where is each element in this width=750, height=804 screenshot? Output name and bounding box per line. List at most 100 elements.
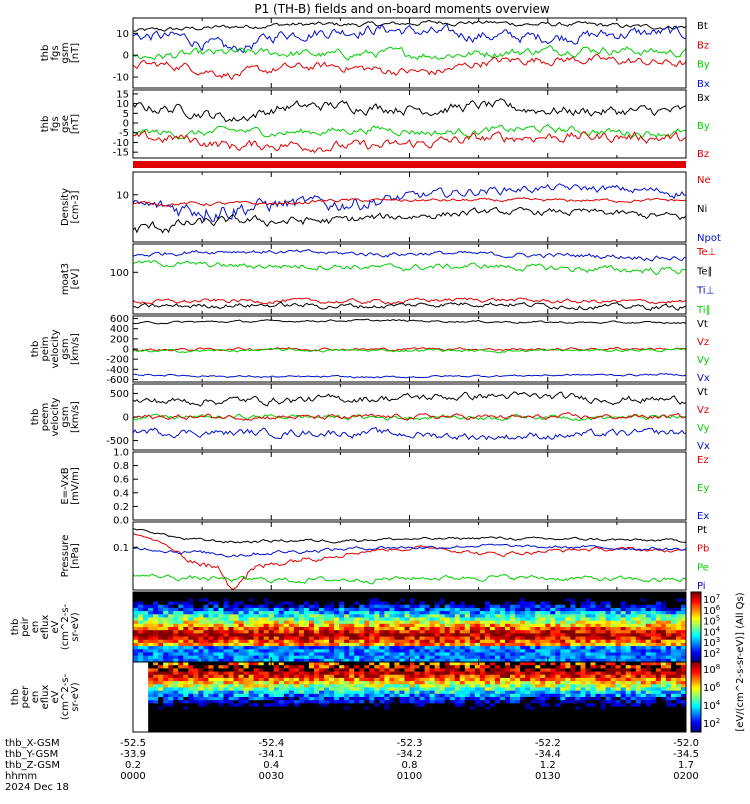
spectrogram-cell <box>379 656 384 660</box>
spectrogram-cell <box>570 621 575 625</box>
spectrogram-cell <box>490 595 495 599</box>
spectrogram-cell <box>364 703 369 707</box>
spectrogram-cell <box>455 608 460 612</box>
spectrogram-cell <box>626 640 631 644</box>
spectrogram-cell <box>133 608 138 612</box>
spectrogram-cell <box>606 602 611 606</box>
spectrogram-cell <box>329 598 334 602</box>
spectrogram-cell <box>239 713 244 717</box>
spectrogram-cell <box>173 617 178 621</box>
spectrogram-cell <box>490 678 495 682</box>
spectrogram-cell <box>208 668 213 672</box>
spectrogram-cell <box>626 691 631 695</box>
spectrogram-cell <box>495 703 500 707</box>
spectrogram-cell <box>178 624 183 628</box>
spectrogram-cell <box>229 640 234 644</box>
spectrogram-cell <box>415 716 420 720</box>
spectrogram-cell <box>616 665 621 669</box>
spectrogram-cell <box>520 652 525 656</box>
spectrogram-cell <box>666 611 671 615</box>
panel-1-ytick-6: -15 <box>113 148 129 159</box>
spectrogram-cell <box>656 633 661 637</box>
spectrogram-cell <box>133 656 138 660</box>
spectrogram-cell <box>198 722 203 726</box>
spectrogram-cell <box>480 627 485 631</box>
spectrogram-cell <box>208 656 213 660</box>
spectrogram-cell <box>565 713 570 717</box>
spectrogram-cell <box>425 643 430 647</box>
spectrogram-cell <box>636 687 641 691</box>
spectrogram-cell <box>656 617 661 621</box>
spectrogram-cell <box>329 630 334 634</box>
spectrogram-cell <box>234 710 239 714</box>
spectrogram-cell <box>641 681 646 685</box>
spectrogram-cell <box>450 691 455 695</box>
spectrogram-cell <box>188 710 193 714</box>
spectrogram-cell <box>234 697 239 701</box>
spectrogram-cell <box>178 678 183 682</box>
spectrogram-cell <box>234 684 239 688</box>
spectrogram-cell <box>580 624 585 628</box>
spectrogram-cell <box>535 694 540 698</box>
spectrogram-cell <box>294 621 299 625</box>
spectrogram-cell <box>631 707 636 711</box>
spectrogram-cell <box>570 614 575 618</box>
spectrogram-cell <box>430 668 435 672</box>
spectrogram-cell <box>480 656 485 660</box>
spectrogram-cell <box>359 700 364 704</box>
spectrogram-cell <box>475 672 480 676</box>
spectrogram-cell <box>223 726 228 730</box>
spectrogram-cell <box>314 691 319 695</box>
spectrogram-cell <box>334 605 339 609</box>
spectrogram-cell <box>153 598 158 602</box>
spectrogram-cell <box>203 691 208 695</box>
spectrogram-cell <box>631 633 636 637</box>
spectrogram-cell <box>465 707 470 711</box>
spectrogram-cell <box>596 617 601 621</box>
spectrogram-cell <box>590 598 595 602</box>
spectrogram-cell <box>259 643 264 647</box>
spectrogram-cell <box>460 640 465 644</box>
spectrogram-cell <box>575 681 580 685</box>
spectrogram-cell <box>465 697 470 701</box>
spectrogram-cell <box>510 675 515 679</box>
spectrogram-cell <box>460 697 465 701</box>
spectrogram-cell <box>404 605 409 609</box>
spectrogram-cell <box>289 713 294 717</box>
spectrogram-cell <box>264 633 269 637</box>
spectrogram-cell <box>631 595 636 599</box>
spectrogram-cell <box>580 602 585 606</box>
spectrogram-cell <box>133 621 138 625</box>
spectrogram-cell <box>239 675 244 679</box>
spectrogram-cell <box>435 710 440 714</box>
spectrogram-cell <box>173 713 178 717</box>
spectrogram-cell <box>430 694 435 698</box>
spectrogram-cell <box>626 713 631 717</box>
spectrogram-cell <box>580 608 585 612</box>
spectrogram-cell <box>324 637 329 641</box>
spectrogram-cell <box>198 668 203 672</box>
panel-4-legend-0: Vt <box>697 319 708 330</box>
spectrogram-cell <box>223 665 228 669</box>
spectrogram-cell <box>394 643 399 647</box>
spectrogram-cell <box>304 691 309 695</box>
spectrogram-cell <box>239 656 244 660</box>
spectrogram-cell <box>304 595 309 599</box>
spectrogram-cell <box>213 672 218 676</box>
spectrogram-cell <box>636 652 641 656</box>
spectrogram-cell <box>249 621 254 625</box>
spectrogram-cell <box>193 656 198 660</box>
spectrogram-cell <box>555 684 560 688</box>
spectrogram-cell <box>349 656 354 660</box>
spectrogram-cell <box>384 633 389 637</box>
spectrogram-cell <box>606 697 611 701</box>
spectrogram-cell <box>585 707 590 711</box>
spectrogram-cell <box>259 640 264 644</box>
spectrogram-cell <box>606 630 611 634</box>
spectrogram-cell <box>606 598 611 602</box>
spectrogram-cell <box>525 726 530 730</box>
spectrogram-cell <box>490 611 495 615</box>
panel-3-ytick-0: 100 <box>110 268 129 279</box>
spectrogram-cell <box>530 624 535 628</box>
